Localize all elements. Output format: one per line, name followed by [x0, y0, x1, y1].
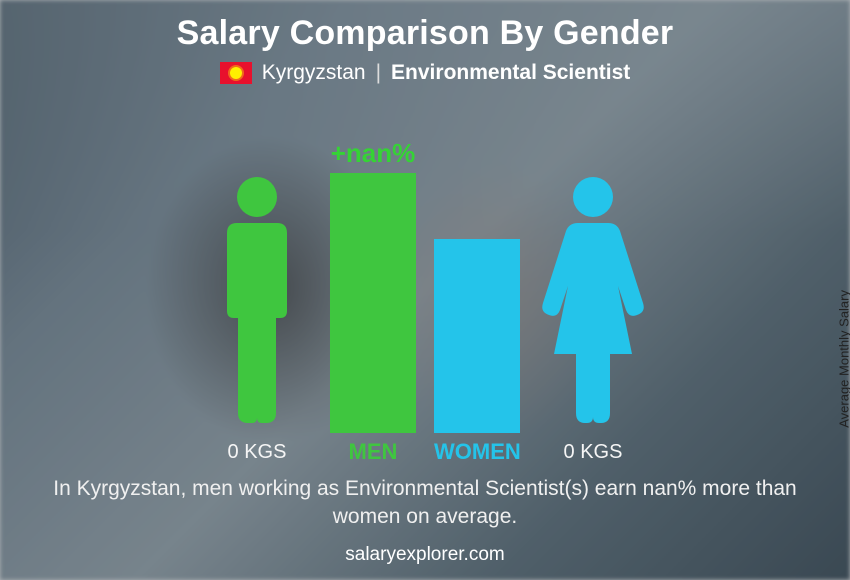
subtitle: Kyrgyzstan | Environmental Scientist [220, 61, 631, 85]
bar-men: +nan% [330, 138, 416, 433]
infographic: Salary Comparison By Gender Kyrgyzstan |… [0, 0, 850, 580]
bar-women [434, 239, 520, 433]
bar-rect-men [330, 173, 416, 433]
separator: | [376, 61, 381, 85]
summary-text: In Kyrgyzstan, men working as Environmen… [45, 475, 805, 532]
country-label: Kyrgyzstan [262, 61, 366, 85]
bar-rect-women [434, 239, 520, 433]
delta-label: +nan% [331, 138, 416, 169]
men-category: MEN [330, 439, 416, 465]
female-icon [538, 173, 648, 433]
flag-icon [220, 62, 252, 84]
y-axis-label: Average Monthly Salary [837, 290, 850, 428]
men-value: 0 KGS [202, 441, 312, 464]
page-title: Salary Comparison By Gender [177, 14, 674, 53]
job-label: Environmental Scientist [391, 61, 630, 85]
women-value: 0 KGS [538, 441, 648, 464]
chart: +nan% [115, 103, 735, 433]
male-icon [202, 173, 312, 433]
women-category: WOMEN [434, 439, 520, 465]
axis-labels: 0 KGS MEN WOMEN 0 KGS [115, 439, 735, 465]
source-label: salaryexplorer.com [345, 544, 504, 566]
